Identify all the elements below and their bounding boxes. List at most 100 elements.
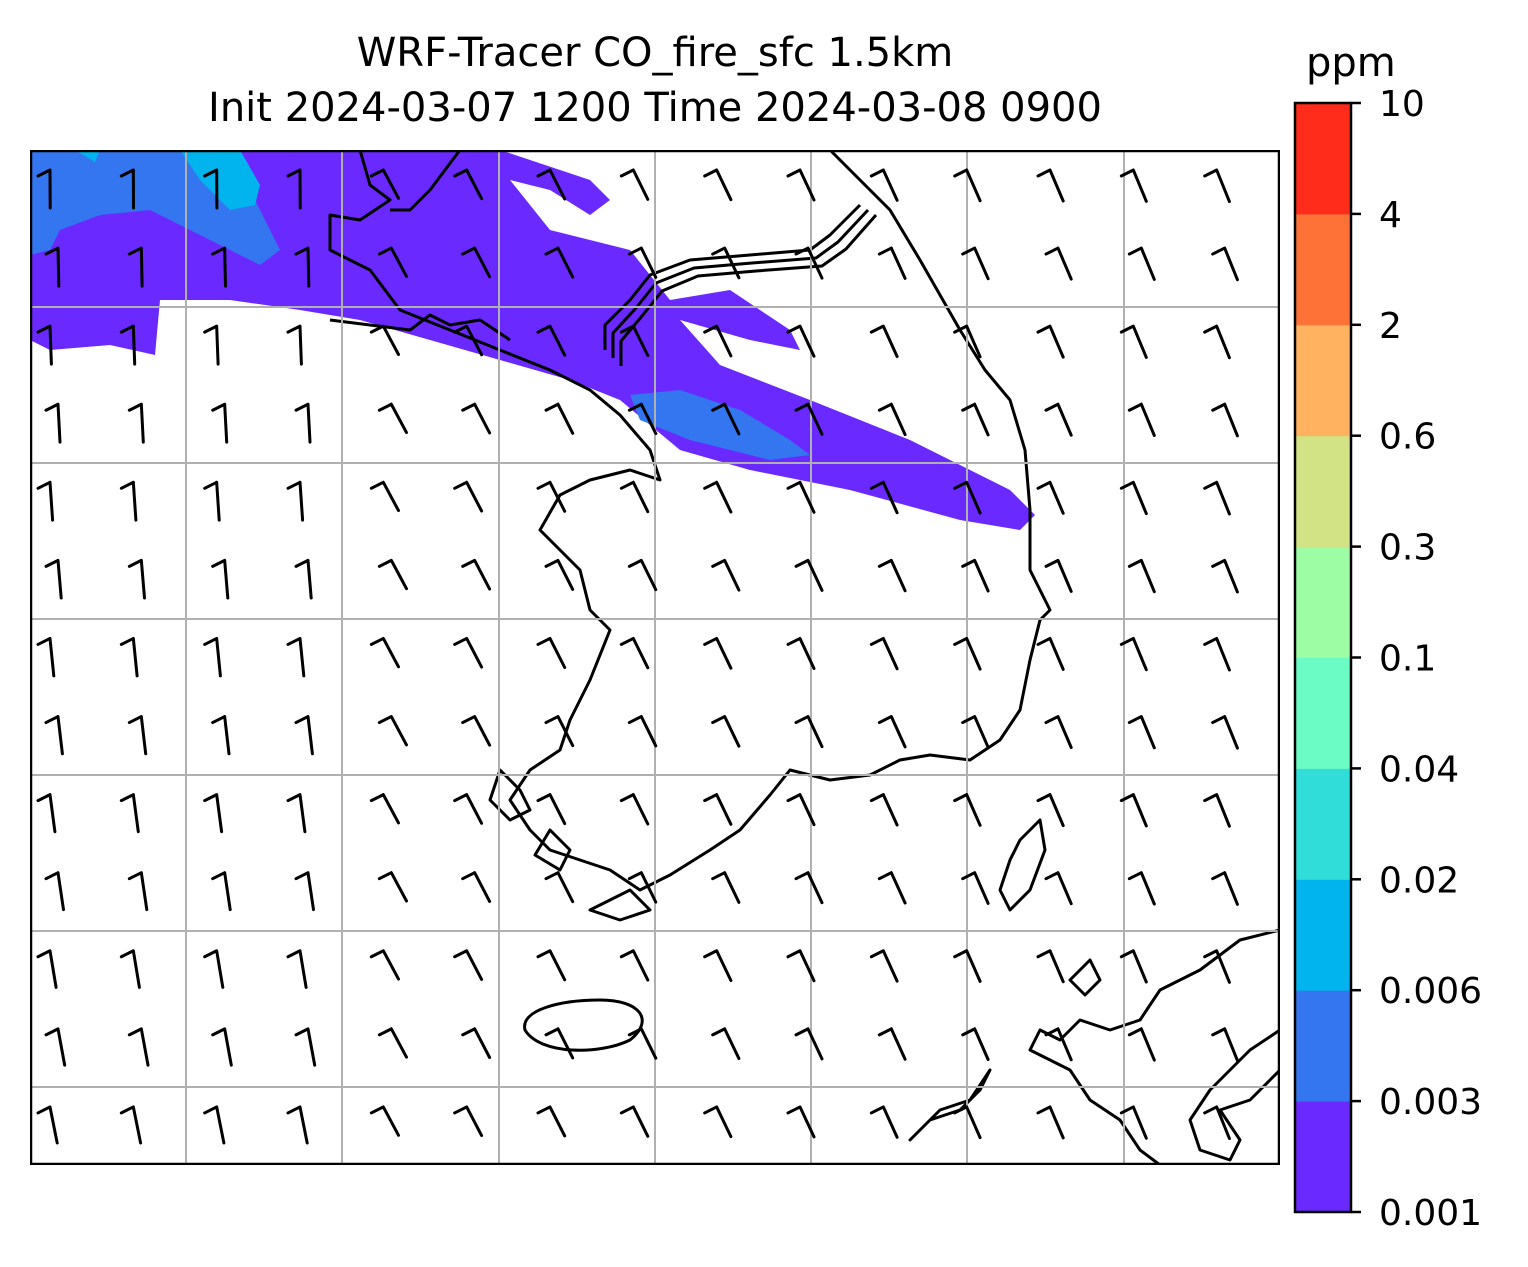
wind-barb [286,1105,309,1145]
wind-barb [1036,168,1065,203]
colorbar-band [1295,768,1351,880]
wind-barb [794,1027,824,1061]
wind-barb [1211,871,1239,906]
wind-barb [36,168,52,210]
wind-barb [536,324,567,357]
wind-barb [127,715,148,756]
wind-barb [627,871,658,904]
wind-barb [119,324,137,366]
wind-barb [1203,636,1231,672]
wind-barb [619,949,650,982]
wind-barb [119,793,140,834]
wind-barb [877,715,907,749]
wind-barb [369,1105,400,1137]
wind-barb [544,871,575,904]
wind-barb [1203,949,1231,984]
colorbar: 0.001 0.003 0.006 0.02 0.04 0.1 0.3 0.6 2 4 10 [1293,84,1482,1234]
wind-barb [544,1027,575,1060]
wind-barb [711,871,741,904]
wind-barb [1036,793,1065,828]
wind-barb [627,558,658,592]
wind-barb [786,636,816,670]
wind-barb [1127,871,1156,906]
wind-barb [36,949,58,989]
wind-barb [453,168,484,201]
wind-barb [461,402,492,435]
wind-barb [286,480,305,522]
wind-barb [703,168,733,202]
wind-barb [794,871,824,905]
wind-barb [1211,246,1239,282]
wind-barb [627,1027,658,1060]
wind-barb [1119,793,1148,828]
colorbar-tick-label: 0.1 [1379,639,1436,680]
wind-barb [119,480,138,522]
map-frame [30,150,1280,1165]
wind-barb [286,949,308,989]
wind-barb [536,636,567,669]
plume-low-concentration [30,150,1035,530]
wind-barb [127,402,145,444]
wind-barb [869,793,899,827]
wind-barb [127,246,144,288]
wind-barb [461,1027,492,1059]
wind-barb [703,324,733,358]
wind-barb [961,558,990,593]
wind-barb [377,246,408,278]
colorbar-band [1295,213,1351,326]
wind-barb [119,168,135,210]
colorbar-band [1295,1101,1351,1213]
wind-barb [961,246,990,281]
wind-barb [286,168,302,210]
wind-barb [953,480,982,515]
wind-barb [711,1027,741,1060]
wind-barb [203,480,221,522]
wind-barb [703,949,733,982]
coast-southwest-islands [488,768,652,922]
wind-barb [119,1105,143,1145]
wind-barb [1044,246,1073,281]
wind-barb [203,793,224,834]
wind-barb [294,871,315,912]
wind-barb [1044,402,1073,437]
wind-barb [711,246,741,280]
wind-barb [961,871,990,905]
wind-barb [377,871,408,903]
wind-barb [1203,1105,1231,1140]
wind-barb [1036,324,1065,359]
wind-barb [877,1027,907,1061]
wind-barb [711,402,741,436]
colorbar-band [1295,103,1351,215]
wind-barb [36,480,55,522]
wind-barb [627,246,658,279]
wind-barb [119,949,141,989]
wind-barb [1044,558,1073,593]
colorbar-tick-label: 0.001 [1379,1193,1482,1234]
wind-barb [961,1027,990,1061]
wind-barb [44,715,64,756]
wind-barb [869,636,899,671]
colorbar-tick-label: 0.003 [1379,1082,1482,1123]
wind-barb [711,715,741,748]
wind-barb [461,558,492,591]
wind-barb [1119,324,1148,359]
wind-barb [453,636,484,669]
wind-barb [869,324,899,358]
coastlines [328,150,1280,1165]
wind-barb [1211,1027,1239,1062]
wind-barb [377,402,408,435]
wind-barb [203,949,225,989]
plume-high-concentration [75,150,260,210]
wind-barb [961,715,990,749]
wind-barb [877,402,907,437]
wind-barb [119,636,139,678]
wind-barb [1036,480,1065,515]
wind-barb [1127,715,1156,750]
wind-barb [953,324,982,359]
wind-barb [203,324,220,366]
wind-barb [461,715,492,747]
wind-barb [127,1027,150,1067]
wind-barb [1203,793,1231,828]
wind-barb [203,1105,226,1145]
wind-barb [369,480,400,513]
